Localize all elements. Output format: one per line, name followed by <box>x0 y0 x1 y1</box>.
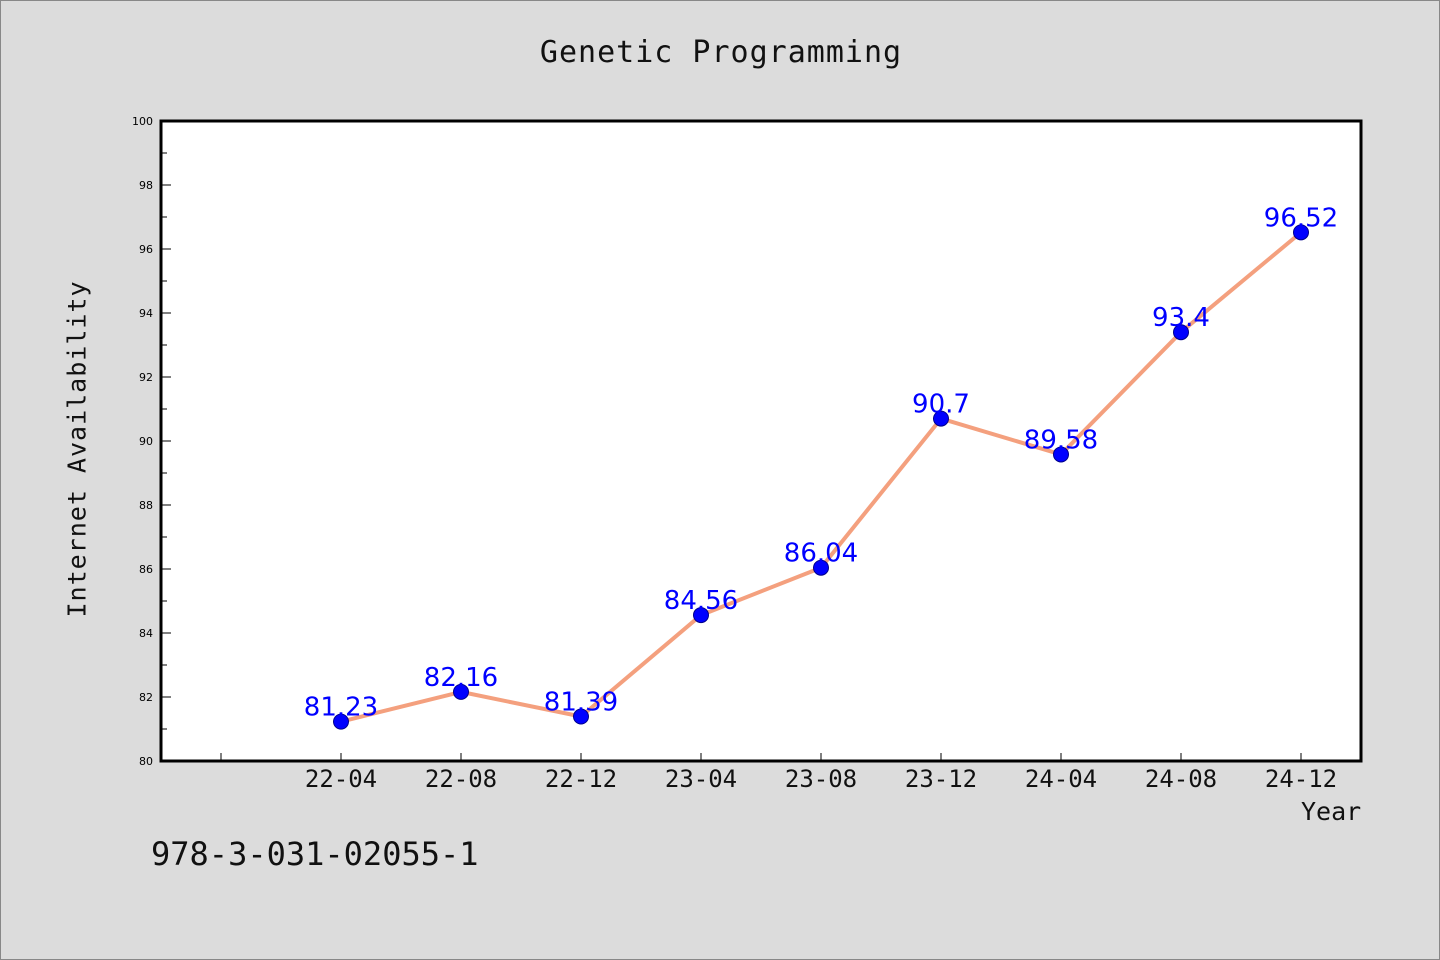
x-tick-label: 23-04 <box>665 765 737 793</box>
data-point <box>573 708 589 725</box>
data-point <box>453 683 469 700</box>
y-tick-label: 90 <box>139 435 153 448</box>
x-tick-label: 22-08 <box>425 765 497 793</box>
x-axis-label: Year <box>1301 797 1362 826</box>
caption-text: 978-3-031-02055-1 <box>151 835 479 873</box>
y-tick-label: 92 <box>139 371 153 384</box>
y-tick-label: 82 <box>139 691 153 704</box>
data-point <box>1173 324 1189 341</box>
y-tick-label: 100 <box>132 115 153 128</box>
data-point <box>1293 224 1309 241</box>
data-point <box>693 607 709 624</box>
plot-area <box>159 119 1363 763</box>
data-label: 86.04 <box>784 539 858 569</box>
y-tick-label: 86 <box>139 563 153 576</box>
data-label: 81.39 <box>544 688 618 718</box>
data-point <box>333 713 349 730</box>
x-tick-label: 24-08 <box>1145 765 1217 793</box>
x-tick-label: 23-12 <box>905 765 977 793</box>
y-tick-label: 80 <box>139 755 153 768</box>
data-point <box>933 410 949 427</box>
x-tick-label: 22-12 <box>545 765 617 793</box>
data-label: 81.23 <box>304 693 378 723</box>
data-label: 96.52 <box>1264 203 1338 233</box>
data-point <box>1053 446 1069 463</box>
data-point <box>813 559 829 576</box>
data-label: 84.56 <box>664 586 738 616</box>
y-tick-label: 98 <box>139 179 153 192</box>
y-tick-label: 94 <box>139 307 153 320</box>
x-tick-label: 23-08 <box>785 765 857 793</box>
chart-title: Genetic Programming <box>539 35 903 70</box>
y-tick-label: 96 <box>139 243 153 256</box>
x-tick-label: 24-12 <box>1265 765 1337 793</box>
y-tick-label: 84 <box>139 627 153 640</box>
data-label: 93.4 <box>1152 303 1210 333</box>
data-label: 89.58 <box>1024 425 1098 455</box>
y-tick-label: 88 <box>139 499 153 512</box>
data-label: 82.16 <box>424 663 498 693</box>
x-tick-label: 24-04 <box>1025 765 1097 793</box>
data-label: 90.7 <box>912 390 970 420</box>
x-tick-label: 22-04 <box>305 765 377 793</box>
